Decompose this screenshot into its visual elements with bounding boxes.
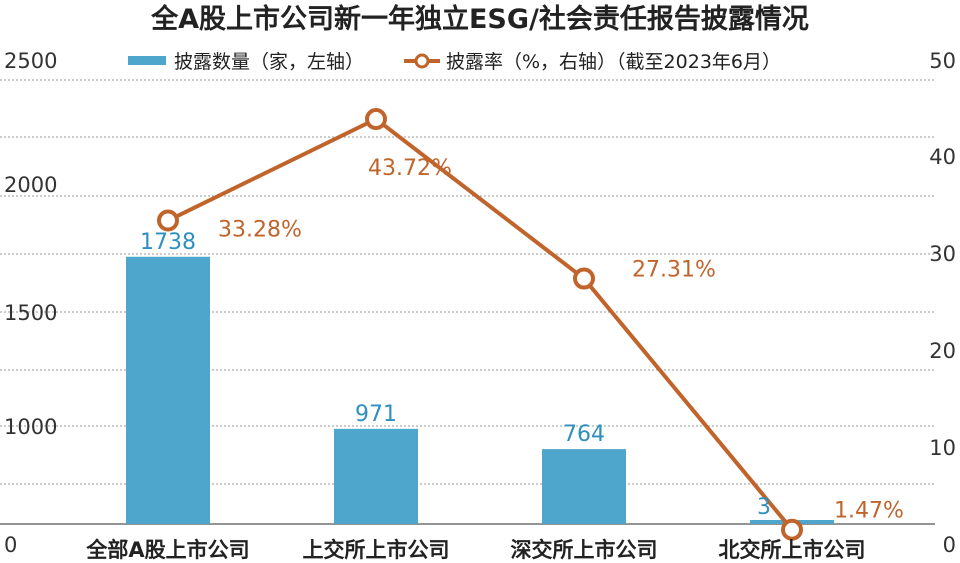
rate-point-4 <box>781 518 803 541</box>
legend-line-marker <box>414 53 430 69</box>
rate-line <box>167 117 794 531</box>
left-axis-tick-label: 2000 <box>4 173 57 197</box>
right-axis-tick-label: 40 <box>929 145 956 169</box>
legend-line-label: 披露率（%，右轴）（截至2023年6月） <box>446 51 781 73</box>
rate-value-label: 33.28% <box>218 218 302 243</box>
left-axis-tick-label: 0 <box>4 533 17 557</box>
legend-bar-swatch <box>128 56 166 65</box>
bar-value-label: 1738 <box>140 230 196 255</box>
right-axis-tick-label: 20 <box>929 339 956 363</box>
axis-layer: 0 1000 1500 2000 2500 0 10 20 30 40 50 全部A股上市公司 上交所上… <box>4 49 956 562</box>
left-axis-tick-label: 1500 <box>4 301 57 325</box>
bar-1 <box>126 256 210 524</box>
chart-title: 全A股上市公司新一年独立ESG/社会责任报告披露情况 <box>150 3 809 35</box>
rate-value-label: 1.47% <box>834 499 904 524</box>
category-label: 上交所上市公司 <box>303 538 450 562</box>
right-axis-tick-label: 50 <box>929 49 956 73</box>
category-label: 全部A股上市公司 <box>85 538 249 562</box>
category-label: 深交所上市公司 <box>511 538 658 562</box>
right-axis-tick-label: 30 <box>929 242 956 266</box>
left-axis-tick-label: 1000 <box>4 415 57 439</box>
bar-value-label: 3 <box>757 495 771 520</box>
category-label: 北交所上市公司 <box>719 538 866 562</box>
bar-value-label: 971 <box>355 402 397 427</box>
right-axis-tick-label: 0 <box>943 533 956 557</box>
rate-point-3 <box>573 267 595 290</box>
label-layer: 1738 971 764 3 33.28% 43.72% 27.31% 1.47% <box>140 156 904 524</box>
bar-3 <box>542 449 626 524</box>
left-axis-tick-label: 2500 <box>4 49 57 73</box>
bar-2 <box>334 428 418 524</box>
legend-bar-label: 披露数量（家，左轴） <box>174 51 364 73</box>
right-axis-tick-label: 10 <box>929 436 956 460</box>
rate-value-label: 43.72% <box>368 156 452 181</box>
legend: 披露数量（家，左轴） 披露率（%，右轴）（截至2023年6月） <box>128 51 781 73</box>
line-layer <box>157 108 803 541</box>
rate-point-2 <box>365 108 387 131</box>
bar-value-label: 764 <box>563 422 605 447</box>
rate-value-label: 27.31% <box>632 258 716 283</box>
rate-point-1 <box>157 209 179 232</box>
